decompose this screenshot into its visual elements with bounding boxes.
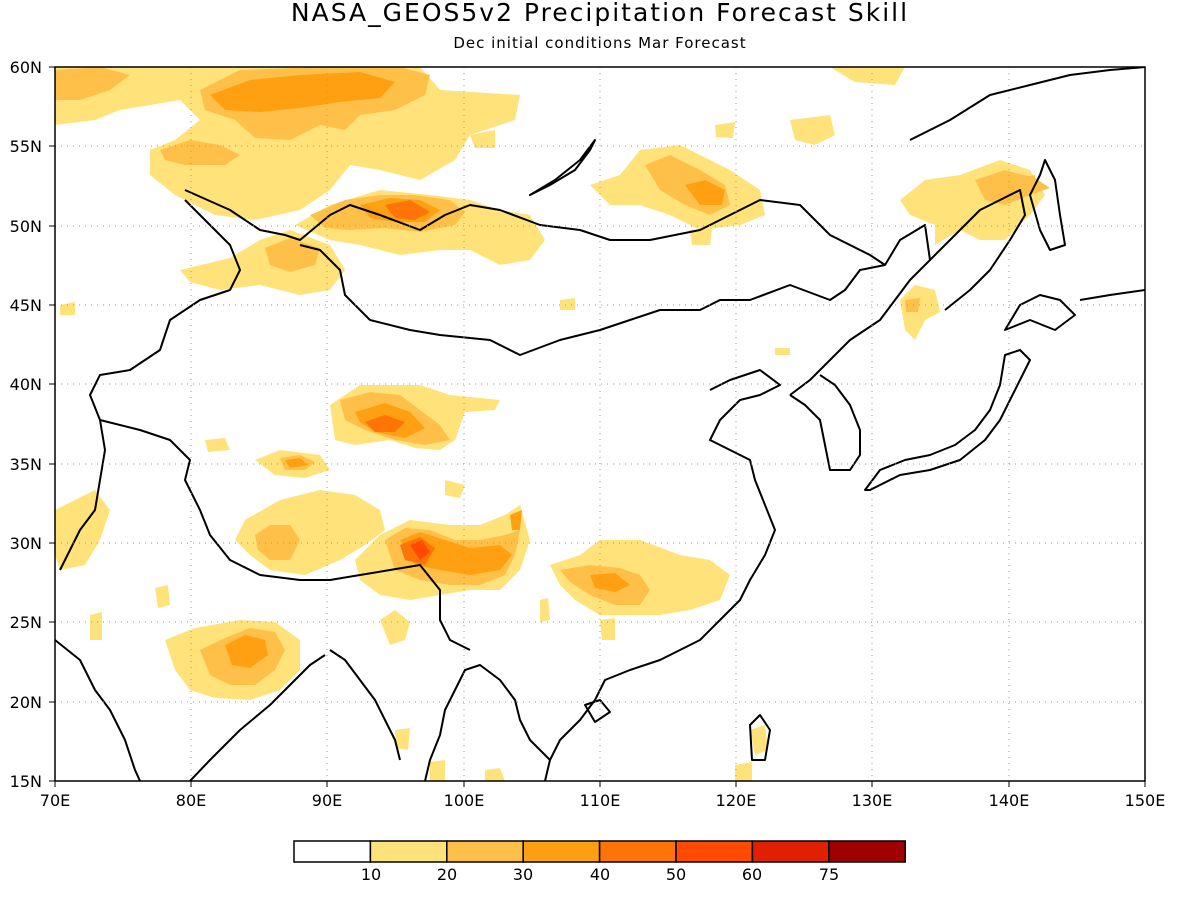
skill-region-manchuria — [900, 285, 940, 340]
skill-region-small-13 — [690, 228, 712, 245]
legend-label-60: 60 — [742, 865, 762, 884]
skill-region-nw-hot — [210, 72, 395, 112]
skill-region-nw-lower — [160, 140, 240, 165]
kuril — [1079, 289, 1145, 301]
page-title: NASA_GEOS5v2 Precipitation Forecast Skil… — [290, 0, 910, 27]
lon-tick-labels: 70E 80E 90E 100E 110E 120E 130E 140E 150… — [40, 791, 1166, 810]
indochina-coast — [424, 664, 551, 781]
skill-region-small-1 — [445, 480, 465, 498]
lon-label-140e: 140E — [989, 791, 1030, 810]
lat-label-40n: 40N — [10, 375, 42, 394]
coastlines — [55, 67, 1145, 781]
skill-region-mong-peak — [385, 200, 430, 220]
page-subtitle: Dec initial conditions Mar Forecast — [453, 34, 747, 52]
skill-region-top-center — [830, 67, 905, 85]
skill-region-small-6 — [735, 762, 752, 781]
skill-region-small-9 — [205, 438, 230, 452]
china-west-border — [89, 199, 471, 651]
legend-swatch — [369, 840, 448, 863]
baikal — [529, 139, 596, 196]
lat-label-20n: 20N — [10, 693, 42, 712]
skill-region-qaidam-hot — [285, 458, 308, 468]
lat-label-35n: 35N — [10, 455, 42, 474]
lat-label-55n: 55N — [10, 137, 42, 156]
skill-region-small-15 — [775, 348, 790, 355]
legend-swatch — [828, 840, 906, 863]
lon-label-150e: 150E — [1125, 791, 1166, 810]
tick-marks — [49, 66, 1146, 787]
lat-tick-labels: 60N 55N 50N 45N 40N 35N 30N 25N 20N 15N — [10, 58, 42, 791]
color-legend: 10 20 30 40 50 60 75 — [293, 840, 906, 884]
legend-swatch — [522, 840, 601, 863]
skill-region-small-21 — [905, 298, 920, 312]
mongolia-border — [184, 189, 886, 356]
legend-swatch — [675, 840, 754, 863]
legend-swatch — [446, 840, 524, 863]
lat-label-50n: 50N — [10, 217, 42, 236]
china-coast — [544, 369, 781, 781]
skill-region-sri — [395, 728, 410, 750]
skill-region-small-5 — [600, 618, 615, 640]
manchuria-border — [789, 224, 931, 396]
amur-coast — [929, 189, 1026, 311]
lat-label-60n: 60N — [10, 58, 42, 77]
lon-label-110e: 110E — [580, 791, 621, 810]
legend-swatch — [751, 840, 830, 863]
skill-region-taiwan — [750, 725, 768, 755]
legend-label-10: 10 — [361, 865, 381, 884]
skill-region-small-31 — [510, 510, 522, 530]
skill-region-small-11 — [715, 122, 735, 138]
lat-label-15n: 15N — [10, 772, 42, 791]
hainan — [584, 699, 611, 723]
okhotsk-coast — [909, 67, 1145, 141]
legend-label-50: 50 — [666, 865, 686, 884]
legend-swatch — [598, 840, 677, 863]
skill-region-india-west — [55, 490, 110, 570]
taiwan — [749, 714, 771, 761]
skill-region-small-4 — [540, 598, 550, 622]
lon-label-90e: 90E — [312, 791, 342, 810]
skill-region-west-kazakh — [180, 230, 345, 295]
skill-region-small-7 — [430, 760, 445, 781]
skill-region-small-14 — [560, 298, 575, 310]
skill-shading — [55, 67, 1050, 781]
skill-region-okhotsk — [790, 115, 835, 145]
lat-label-30n: 30N — [10, 534, 42, 553]
legend-swatches — [293, 840, 906, 863]
india-coast — [55, 639, 141, 781]
skill-region-tibet-max — [410, 540, 430, 560]
legend-label-40: 40 — [590, 865, 610, 884]
india-east-coast — [189, 654, 326, 781]
myanmar-coast — [329, 649, 401, 761]
lon-label-130e: 130E — [852, 791, 893, 810]
skill-region-small-10 — [470, 130, 495, 148]
skill-region-kunlun-peak — [365, 415, 405, 432]
lon-label-120e: 120E — [716, 791, 757, 810]
gridlines — [55, 67, 1145, 781]
sakhalin — [1029, 159, 1066, 251]
skill-region-india-hot — [225, 635, 268, 668]
skill-region-small-2 — [155, 585, 170, 608]
legend-label-30: 30 — [513, 865, 533, 884]
japan-honshu — [864, 349, 1031, 491]
india-north — [59, 419, 106, 571]
lon-label-100e: 100E — [444, 791, 485, 810]
lon-label-80e: 80E — [176, 791, 206, 810]
skill-region-small-12 — [60, 302, 75, 315]
korea-outline — [789, 374, 861, 471]
lat-label-45n: 45N — [10, 296, 42, 315]
lon-label-70e: 70E — [40, 791, 70, 810]
legend-label-75: 75 — [819, 865, 839, 884]
skill-region-nw-left — [55, 67, 130, 100]
skill-region-baikal-hot — [685, 180, 725, 205]
lat-label-25n: 25N — [10, 613, 42, 632]
legend-swatch — [293, 840, 372, 863]
japan-hokkaido — [1004, 294, 1076, 331]
skill-region-small-3 — [90, 612, 102, 640]
skill-region-bay — [380, 610, 410, 645]
skill-region-small-8 — [485, 768, 505, 781]
legend-label-20: 20 — [437, 865, 457, 884]
skill-region-small-22 — [1015, 175, 1035, 192]
